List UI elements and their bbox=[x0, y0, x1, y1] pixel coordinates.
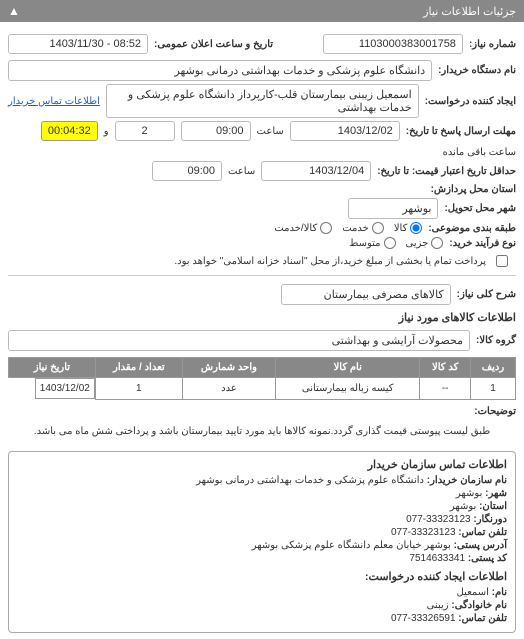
main-content: شماره نیاز: 1103000383001758 تاریخ و ساع… bbox=[0, 22, 524, 639]
th-idx: ردیف bbox=[470, 358, 515, 378]
budget-radio-group: کالا خدمت کالا/خدمت bbox=[274, 222, 422, 234]
separator-1 bbox=[8, 275, 516, 276]
cb-name-label: نام: bbox=[492, 587, 507, 598]
remain-unit: ساعت باقی مانده bbox=[443, 147, 516, 158]
cb-postal-label: کد پستی: bbox=[468, 553, 507, 564]
announce-date-field: 1403/11/30 - 08:52 bbox=[8, 34, 148, 54]
buyer-contact-link[interactable]: اطلاعات تماس خریدار bbox=[8, 96, 100, 107]
radio-kala[interactable]: کالا bbox=[394, 222, 423, 234]
th-qty: تعداد / مقدار bbox=[95, 358, 182, 378]
cell-date: 1403/12/02 bbox=[35, 378, 95, 399]
days-field: 2 bbox=[115, 121, 175, 141]
cell-qty: 1 bbox=[95, 378, 182, 400]
cb-city: بوشهر bbox=[456, 488, 482, 499]
buyer-field: دانشگاه علوم پزشکی و خدمات بهداشتی درمان… bbox=[8, 60, 432, 81]
desc-text: طبق لیست پیوستی قیمت گذاری گردد.نمونه کا… bbox=[8, 420, 516, 443]
goods-group-label: گروه کالا: bbox=[476, 335, 516, 346]
overview-title-field: کالاهای مصرفی بیمارستان bbox=[281, 284, 451, 305]
validity-time-field: 09:00 bbox=[152, 161, 222, 181]
cb-postal: 7514633341 bbox=[409, 553, 465, 564]
treasury-note-check[interactable]: پرداخت تمام یا بخشی از مبلغ خرید،از محل … bbox=[174, 255, 508, 267]
deadline-label: مهلت ارسال پاسخ تا تاریخ: bbox=[406, 126, 516, 137]
check-jozi[interactable]: جزیی bbox=[406, 237, 444, 249]
buyer-label: نام دستگاه خریدار: bbox=[438, 65, 516, 76]
desc-label: توضیحات: bbox=[474, 406, 516, 417]
header-title: جزئیات اطلاعات نیاز bbox=[423, 5, 516, 18]
cb-address: بوشهر خیابان معلم دانشگاه علوم پزشکی بوش… bbox=[252, 540, 451, 551]
deadline-date-field: 1403/12/02 bbox=[290, 121, 400, 141]
radio-khadmat-input[interactable] bbox=[372, 222, 384, 234]
section-header: جزئیات اطلاعات نیاز ▲ bbox=[0, 0, 524, 22]
cb-requester-title: اطلاعات ایجاد کننده درخواست: bbox=[17, 570, 507, 583]
validity-date-field: 1403/12/04 bbox=[261, 161, 371, 181]
th-date: تاریخ نیاز bbox=[9, 358, 96, 378]
radio-kala-input[interactable] bbox=[410, 222, 422, 234]
cb-buyer-label: نام سازمان خریدار: bbox=[427, 475, 507, 486]
cb-fax: 077-33323123 bbox=[406, 514, 471, 525]
requester-label: ایجاد کننده درخواست: bbox=[425, 96, 516, 107]
validity-label: حداقل تاریخ اعتبار قیمت: تا تاریخ: bbox=[377, 166, 516, 177]
th-code: کد کالا bbox=[420, 358, 471, 378]
cb-city-label: شهر: bbox=[485, 488, 507, 499]
goods-group-field: محصولات آرایشی و بهداشتی bbox=[8, 330, 470, 351]
cb-state: بوشهر bbox=[450, 501, 476, 512]
cell-unit: عدد bbox=[182, 378, 275, 400]
cb-phone-label: تلفن تماس: bbox=[458, 527, 507, 538]
th-unit: واحد شمارش bbox=[182, 358, 275, 378]
cell-name: کیسه زباله بیمارستانی bbox=[276, 378, 420, 400]
need-number-field: 1103000383001758 bbox=[323, 34, 463, 54]
treasury-note-text: پرداخت تمام یا بخشی از مبلغ خرید،از محل … bbox=[174, 256, 486, 267]
process-type-group: جزیی متوسط bbox=[349, 237, 443, 249]
time-word-1: ساعت bbox=[257, 126, 284, 137]
cb-name: اسمعیل bbox=[457, 587, 489, 598]
check-motavaset-input[interactable] bbox=[384, 237, 396, 249]
cb-fax-label: دورنگار: bbox=[473, 514, 507, 525]
goods-table-header-row: ردیف کد کالا نام کالا واحد شمارش تعداد /… bbox=[9, 358, 516, 378]
time-word-2: ساعت bbox=[228, 166, 255, 177]
goods-heading: اطلاعات کالاهای مورد نیاز bbox=[8, 311, 516, 324]
cell-idx: 1 bbox=[470, 378, 515, 400]
cb-telreq: 077-33326591 bbox=[391, 613, 456, 624]
process-type-label: نوع فرآیند خرید: bbox=[449, 238, 516, 249]
collapse-icon[interactable]: ▲ bbox=[8, 4, 20, 18]
contact-box: اطلاعات تماس سازمان خریدار نام سازمان خر… bbox=[8, 451, 516, 633]
requester-field: اسمعیل زیبنی بیمارستان قلب-کارپرداز دانش… bbox=[106, 84, 419, 118]
announce-label: تاریخ و ساعت اعلان عمومی: bbox=[154, 39, 273, 50]
deadline-time-field: 09:00 bbox=[181, 121, 251, 141]
goods-table: ردیف کد کالا نام کالا واحد شمارش تعداد /… bbox=[8, 357, 516, 400]
days-word: و bbox=[104, 126, 109, 137]
cb-telreq-label: تلفن تماس: bbox=[458, 613, 507, 624]
check-motavaset[interactable]: متوسط bbox=[349, 237, 395, 249]
delivery-city-label: شهر محل تحویل: bbox=[444, 203, 516, 214]
countdown-timer: 00:04:32 bbox=[41, 121, 98, 141]
cb-state-label: استان: bbox=[479, 501, 507, 512]
table-row: 1 -- کیسه زباله بیمارستانی عدد 1 1403/12… bbox=[9, 378, 516, 400]
overview-title-label: شرح کلی نیاز: bbox=[457, 289, 516, 300]
process-state-label: استان محل پردازش: bbox=[431, 184, 516, 195]
cb-phone: 077-33323123 bbox=[391, 527, 456, 538]
treasury-checkbox[interactable] bbox=[496, 255, 508, 267]
radio-kala-khadmat-input[interactable] bbox=[320, 222, 332, 234]
cb-family-label: نام خانوادگی: bbox=[451, 600, 507, 611]
cb-address-label: آدرس پستی: bbox=[454, 540, 507, 551]
budget-class-label: طبقه بندی موضوعی: bbox=[428, 223, 516, 234]
delivery-city-field: بوشهر bbox=[348, 198, 438, 219]
radio-khadmat[interactable]: خدمت bbox=[342, 222, 384, 234]
cb-buyer: دانشگاه علوم پزشکی و خدمات بهداشتی درمان… bbox=[196, 475, 424, 486]
need-number-label: شماره نیاز: bbox=[469, 39, 516, 50]
check-jozi-input[interactable] bbox=[431, 237, 443, 249]
contact-title: اطلاعات تماس سازمان خریدار bbox=[17, 458, 507, 471]
radio-kala-khadmat[interactable]: کالا/خدمت bbox=[274, 222, 332, 234]
th-name: نام کالا bbox=[276, 358, 420, 378]
cell-code: -- bbox=[420, 378, 471, 400]
cb-family: زیبنی bbox=[427, 600, 449, 611]
